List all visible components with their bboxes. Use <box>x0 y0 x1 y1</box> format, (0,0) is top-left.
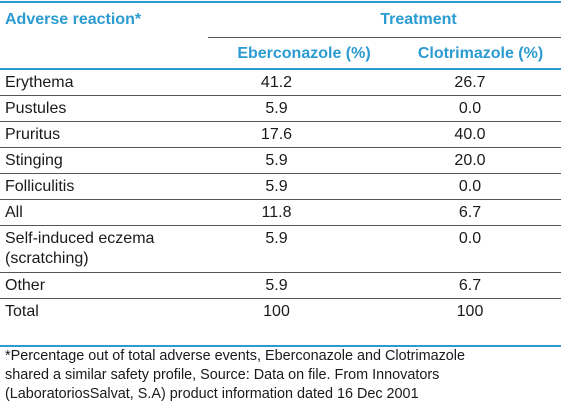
table-bottom-rule <box>0 345 561 347</box>
header-eberconazole: Eberconazole (%) <box>237 45 371 62</box>
table-header: Adverse reaction* Treatment Eberconazole… <box>0 3 561 70</box>
table-row: Stinging 5.9 20.0 <box>0 148 561 174</box>
clotrimazole-value: 6.7 <box>458 204 482 221</box>
clotrimazole-value: 0.0 <box>458 230 482 247</box>
eberconazole-value: 5.9 <box>265 178 288 195</box>
row-label: Total <box>5 303 39 320</box>
eberconazole-value: 17.6 <box>260 126 293 143</box>
clotrimazole-value: 40.0 <box>454 126 486 143</box>
row-label: Other <box>5 277 46 294</box>
footnote-line-3: (LaboratoriosSalvat, S.A) product inform… <box>5 386 419 402</box>
table-row: Other 5.9 6.7 <box>0 273 561 299</box>
clotrimazole-value: 100 <box>456 303 484 320</box>
table-row: All 11.8 6.7 <box>0 200 561 226</box>
table-row: Folliculitis 5.9 0.0 <box>0 174 561 200</box>
footnote-line-1: *Percentage out of total adverse events,… <box>5 348 465 364</box>
treatment-header-rule <box>208 37 561 38</box>
table-row: Self-induced eczema (scratching) 5.9 0.0 <box>0 226 561 273</box>
table-body: Erythema 41.2 26.7 Pustules 5.9 0.0 Prur… <box>0 70 561 324</box>
row-label: Pruritus <box>5 126 61 143</box>
row-label: Self-induced eczema (scratching) <box>5 229 154 269</box>
clotrimazole-value: 20.0 <box>454 152 486 169</box>
header-treatment: Treatment <box>380 11 457 28</box>
clotrimazole-value: 0.0 <box>458 100 482 117</box>
header-adverse-reaction: Adverse reaction* <box>5 11 142 28</box>
header-bottom-rule <box>0 68 561 70</box>
table-top-rule <box>0 1 561 3</box>
row-label: Erythema <box>5 74 74 91</box>
table-row: Pustules 5.9 0.0 <box>0 96 561 122</box>
clotrimazole-value: 6.7 <box>458 277 482 294</box>
eberconazole-value: 5.9 <box>265 100 288 117</box>
clotrimazole-value: 26.7 <box>454 74 486 91</box>
eberconazole-value: 41.2 <box>260 74 293 91</box>
row-label-line-2: (scratching) <box>5 250 89 267</box>
row-label: Folliculitis <box>5 178 75 195</box>
clotrimazole-value: 0.0 <box>458 178 482 195</box>
table-row: Erythema 41.2 26.7 <box>0 70 561 96</box>
table-row-total: Total 100 100 <box>0 299 561 324</box>
eberconazole-value: 5.9 <box>265 230 288 247</box>
footnote-line-2: shared a similar safety profile, Source:… <box>5 367 440 383</box>
eberconazole-value: 5.9 <box>265 277 288 294</box>
table-row: Pruritus 17.6 40.0 <box>0 122 561 148</box>
row-label-line-1: Self-induced eczema <box>5 230 155 247</box>
row-label: Stinging <box>5 152 63 169</box>
eberconazole-value: 100 <box>263 303 290 320</box>
table-footnote: *Percentage out of total adverse events,… <box>5 347 561 404</box>
eberconazole-value: 11.8 <box>261 204 292 221</box>
header-clotrimazole: Clotrimazole (%) <box>417 45 544 62</box>
row-label: All <box>5 204 23 221</box>
eberconazole-value: 5.9 <box>265 152 288 169</box>
row-label: Pustules <box>5 100 67 117</box>
